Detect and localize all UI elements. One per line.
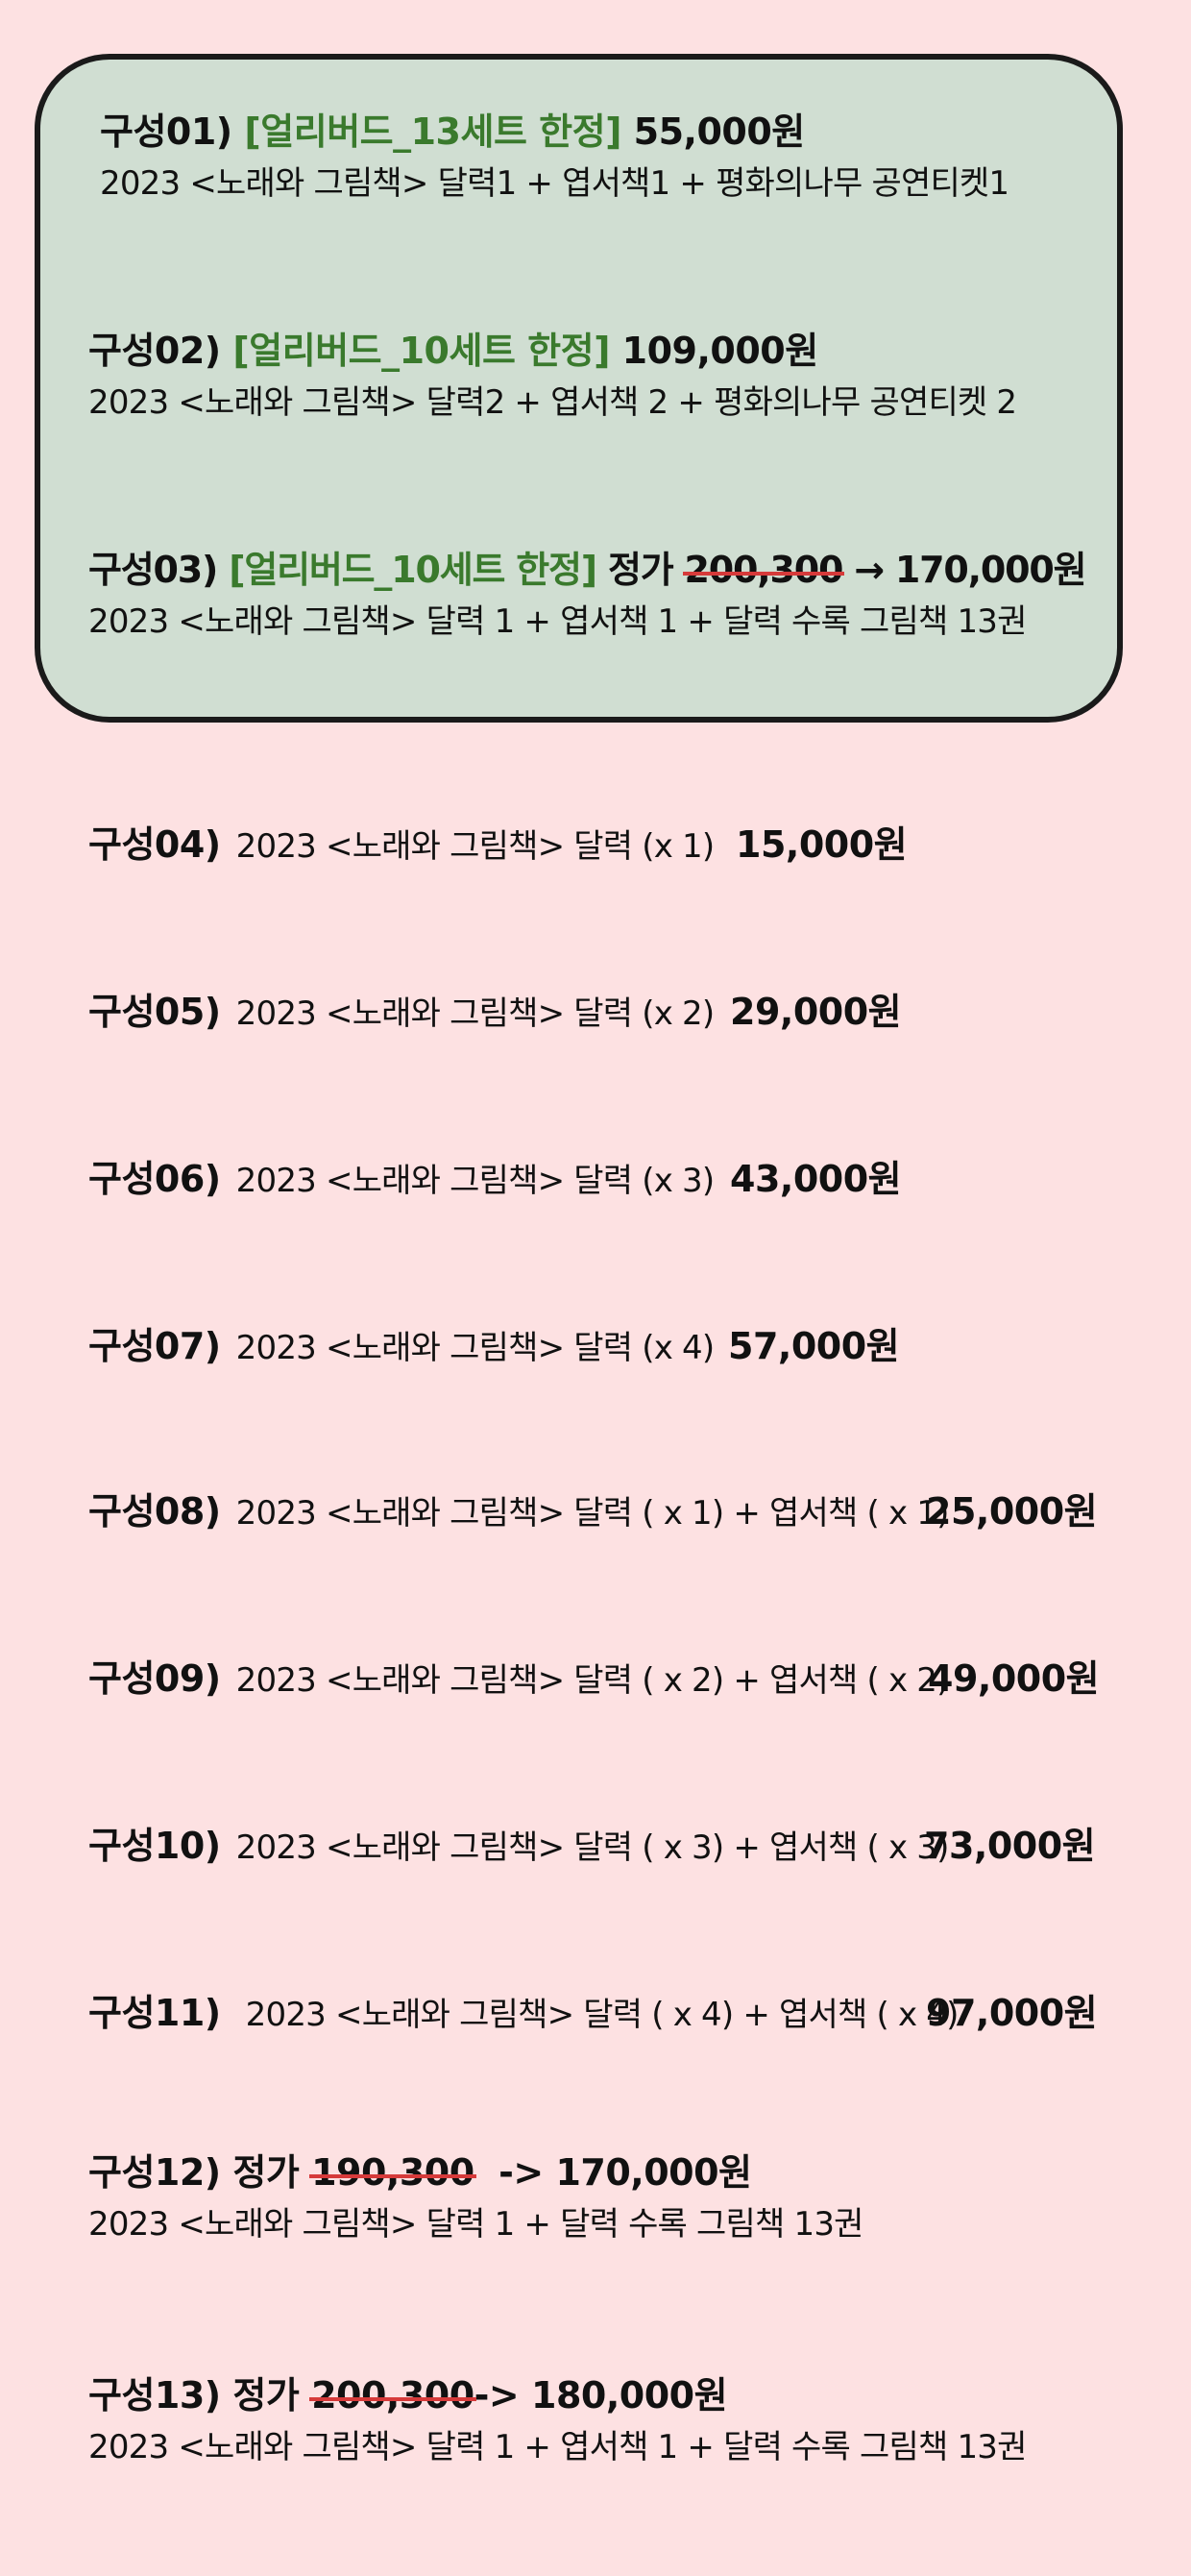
option-02-price: 109,000원 — [621, 330, 819, 372]
option-11[interactable]: 구성11) 2023 <노래와 그림책> 달력 ( x 4) + 엽서책 ( x… — [88, 1983, 959, 2036]
option-12-price: 170,000원 — [555, 2151, 752, 2194]
option-05-label: 구성05) — [88, 991, 221, 1033]
option-13[interactable]: 구성13) 정가 200,300-> 180,000원 2023 <노래와 그림… — [88, 2371, 1027, 2469]
option-03-heading: 구성03) [얼리버드_10세트 한정] 정가 200,300 → 170,00… — [88, 546, 1087, 594]
option-13-arrow: -> — [474, 2374, 520, 2417]
option-04-desc: 2023 <노래와 그림책> 달력 (x 1) — [235, 827, 715, 866]
option-02-label: 구성02) — [88, 330, 221, 372]
option-02[interactable]: 구성02) [얼리버드_10세트 한정] 109,000원 2023 <노래와 … — [88, 327, 1017, 425]
option-03-arrow: → — [854, 549, 885, 591]
option-12-label: 구성12) — [88, 2151, 221, 2194]
option-03-price-prefix: 정가 — [607, 549, 674, 591]
option-07-desc: 2023 <노래와 그림책> 달력 (x 4) — [235, 1329, 715, 1367]
option-08-desc: 2023 <노래와 그림책> 달력 ( x 1) + 엽서책 ( x 1) — [235, 1494, 950, 1533]
option-05-price: 29,000원 — [730, 991, 902, 1033]
option-12-price-prefix: 정가 — [232, 2151, 300, 2194]
option-01-price: 55,000원 — [633, 110, 806, 153]
option-06-label: 구성06) — [88, 1158, 221, 1200]
option-13-label: 구성13) — [88, 2374, 221, 2417]
option-03-old-price: 200,300 — [682, 546, 844, 594]
option-13-price: 180,000원 — [531, 2374, 728, 2417]
option-02-tag: [얼리버드_10세트 한정] — [232, 330, 610, 372]
option-13-heading: 구성13) 정가 200,300-> 180,000원 — [88, 2371, 1027, 2419]
early-bird-panel — [35, 54, 1123, 723]
option-07[interactable]: 구성07) 2023 <노래와 그림책> 달력 (x 4) — [88, 1316, 715, 1369]
option-13-old-price: 200,300 — [309, 2371, 476, 2419]
option-11-price: 97,000원 — [926, 1992, 1098, 2034]
option-10-label: 구성10) — [88, 1825, 221, 1867]
option-13-price-prefix: 정가 — [232, 2374, 300, 2417]
option-06-desc: 2023 <노래와 그림책> 달력 (x 3) — [235, 1162, 715, 1200]
option-10-desc: 2023 <노래와 그림책> 달력 ( x 3) + 엽서책 ( x 3) — [235, 1828, 950, 1867]
option-03-label: 구성03) — [88, 549, 218, 591]
option-08-label: 구성08) — [88, 1490, 221, 1533]
option-04-price: 15,000원 — [736, 823, 908, 866]
option-09-price: 49,000원 — [928, 1657, 1100, 1700]
option-06[interactable]: 구성06) 2023 <노래와 그림책> 달력 (x 3) — [88, 1149, 715, 1202]
option-03-desc: 2023 <노래와 그림책> 달력 1 + 엽서책 1 + 달력 수록 그림책 … — [88, 602, 1027, 641]
option-05-desc: 2023 <노래와 그림책> 달력 (x 2) — [235, 994, 715, 1033]
option-10[interactable]: 구성10) 2023 <노래와 그림책> 달력 ( x 3) + 엽서책 ( x… — [88, 1816, 949, 1869]
option-08[interactable]: 구성08) 2023 <노래와 그림책> 달력 ( x 1) + 엽서책 ( x… — [88, 1482, 949, 1534]
option-07-label: 구성07) — [88, 1325, 221, 1367]
option-07-price: 57,000원 — [728, 1325, 900, 1367]
option-09[interactable]: 구성09) 2023 <노래와 그림책> 달력 ( x 2) + 엽서책 ( x… — [88, 1649, 949, 1702]
option-01-desc: 2023 <노래와 그림책> 달력1 + 엽서책1 + 평화의나무 공연티켓1 — [100, 164, 1009, 203]
option-03-tag: [얼리버드_10세트 한정] — [229, 549, 597, 591]
option-09-label: 구성09) — [88, 1657, 221, 1700]
option-12[interactable]: 구성12) 정가 190,300 -> 170,000원 2023 <노래와 그… — [88, 2148, 863, 2246]
option-04-label: 구성04) — [88, 823, 221, 866]
option-11-desc: 2023 <노래와 그림책> 달력 ( x 4) + 엽서책 ( x 4) — [245, 1996, 960, 2034]
option-01-label: 구성01) — [100, 110, 232, 153]
option-13-desc: 2023 <노래와 그림책> 달력 1 + 엽서책 1 + 달력 수록 그림책 … — [88, 2428, 1027, 2466]
option-05[interactable]: 구성05) 2023 <노래와 그림책> 달력 (x 2) — [88, 982, 715, 1035]
option-04[interactable]: 구성04) 2023 <노래와 그림책> 달력 (x 1) — [88, 815, 715, 868]
option-02-desc: 2023 <노래와 그림책> 달력2 + 엽서책 2 + 평화의나무 공연티켓 … — [88, 383, 1017, 422]
option-12-arrow: -> — [498, 2151, 544, 2194]
option-09-desc: 2023 <노래와 그림책> 달력 ( x 2) + 엽서책 ( x 2) — [235, 1661, 950, 1700]
option-01-heading: 구성01) [얼리버드_13세트 한정] 55,000원 — [100, 108, 1009, 156]
option-01-tag: [얼리버드_13세트 한정] — [244, 110, 621, 153]
option-08-price: 25,000원 — [926, 1490, 1098, 1533]
option-01[interactable]: 구성01) [얼리버드_13세트 한정] 55,000원 2023 <노래와 그… — [100, 108, 1009, 206]
option-11-label: 구성11) — [88, 1992, 221, 2034]
option-03-price: 170,000원 — [894, 549, 1087, 591]
option-06-price: 43,000원 — [730, 1158, 902, 1200]
option-03[interactable]: 구성03) [얼리버드_10세트 한정] 정가 200,300 → 170,00… — [88, 546, 1087, 644]
option-12-heading: 구성12) 정가 190,300 -> 170,000원 — [88, 2148, 863, 2196]
option-02-heading: 구성02) [얼리버드_10세트 한정] 109,000원 — [88, 327, 1016, 375]
option-10-price: 73,000원 — [924, 1825, 1096, 1867]
option-12-old-price: 190,300 — [309, 2148, 476, 2196]
option-12-desc: 2023 <노래와 그림책> 달력 1 + 달력 수록 그림책 13권 — [88, 2205, 863, 2244]
